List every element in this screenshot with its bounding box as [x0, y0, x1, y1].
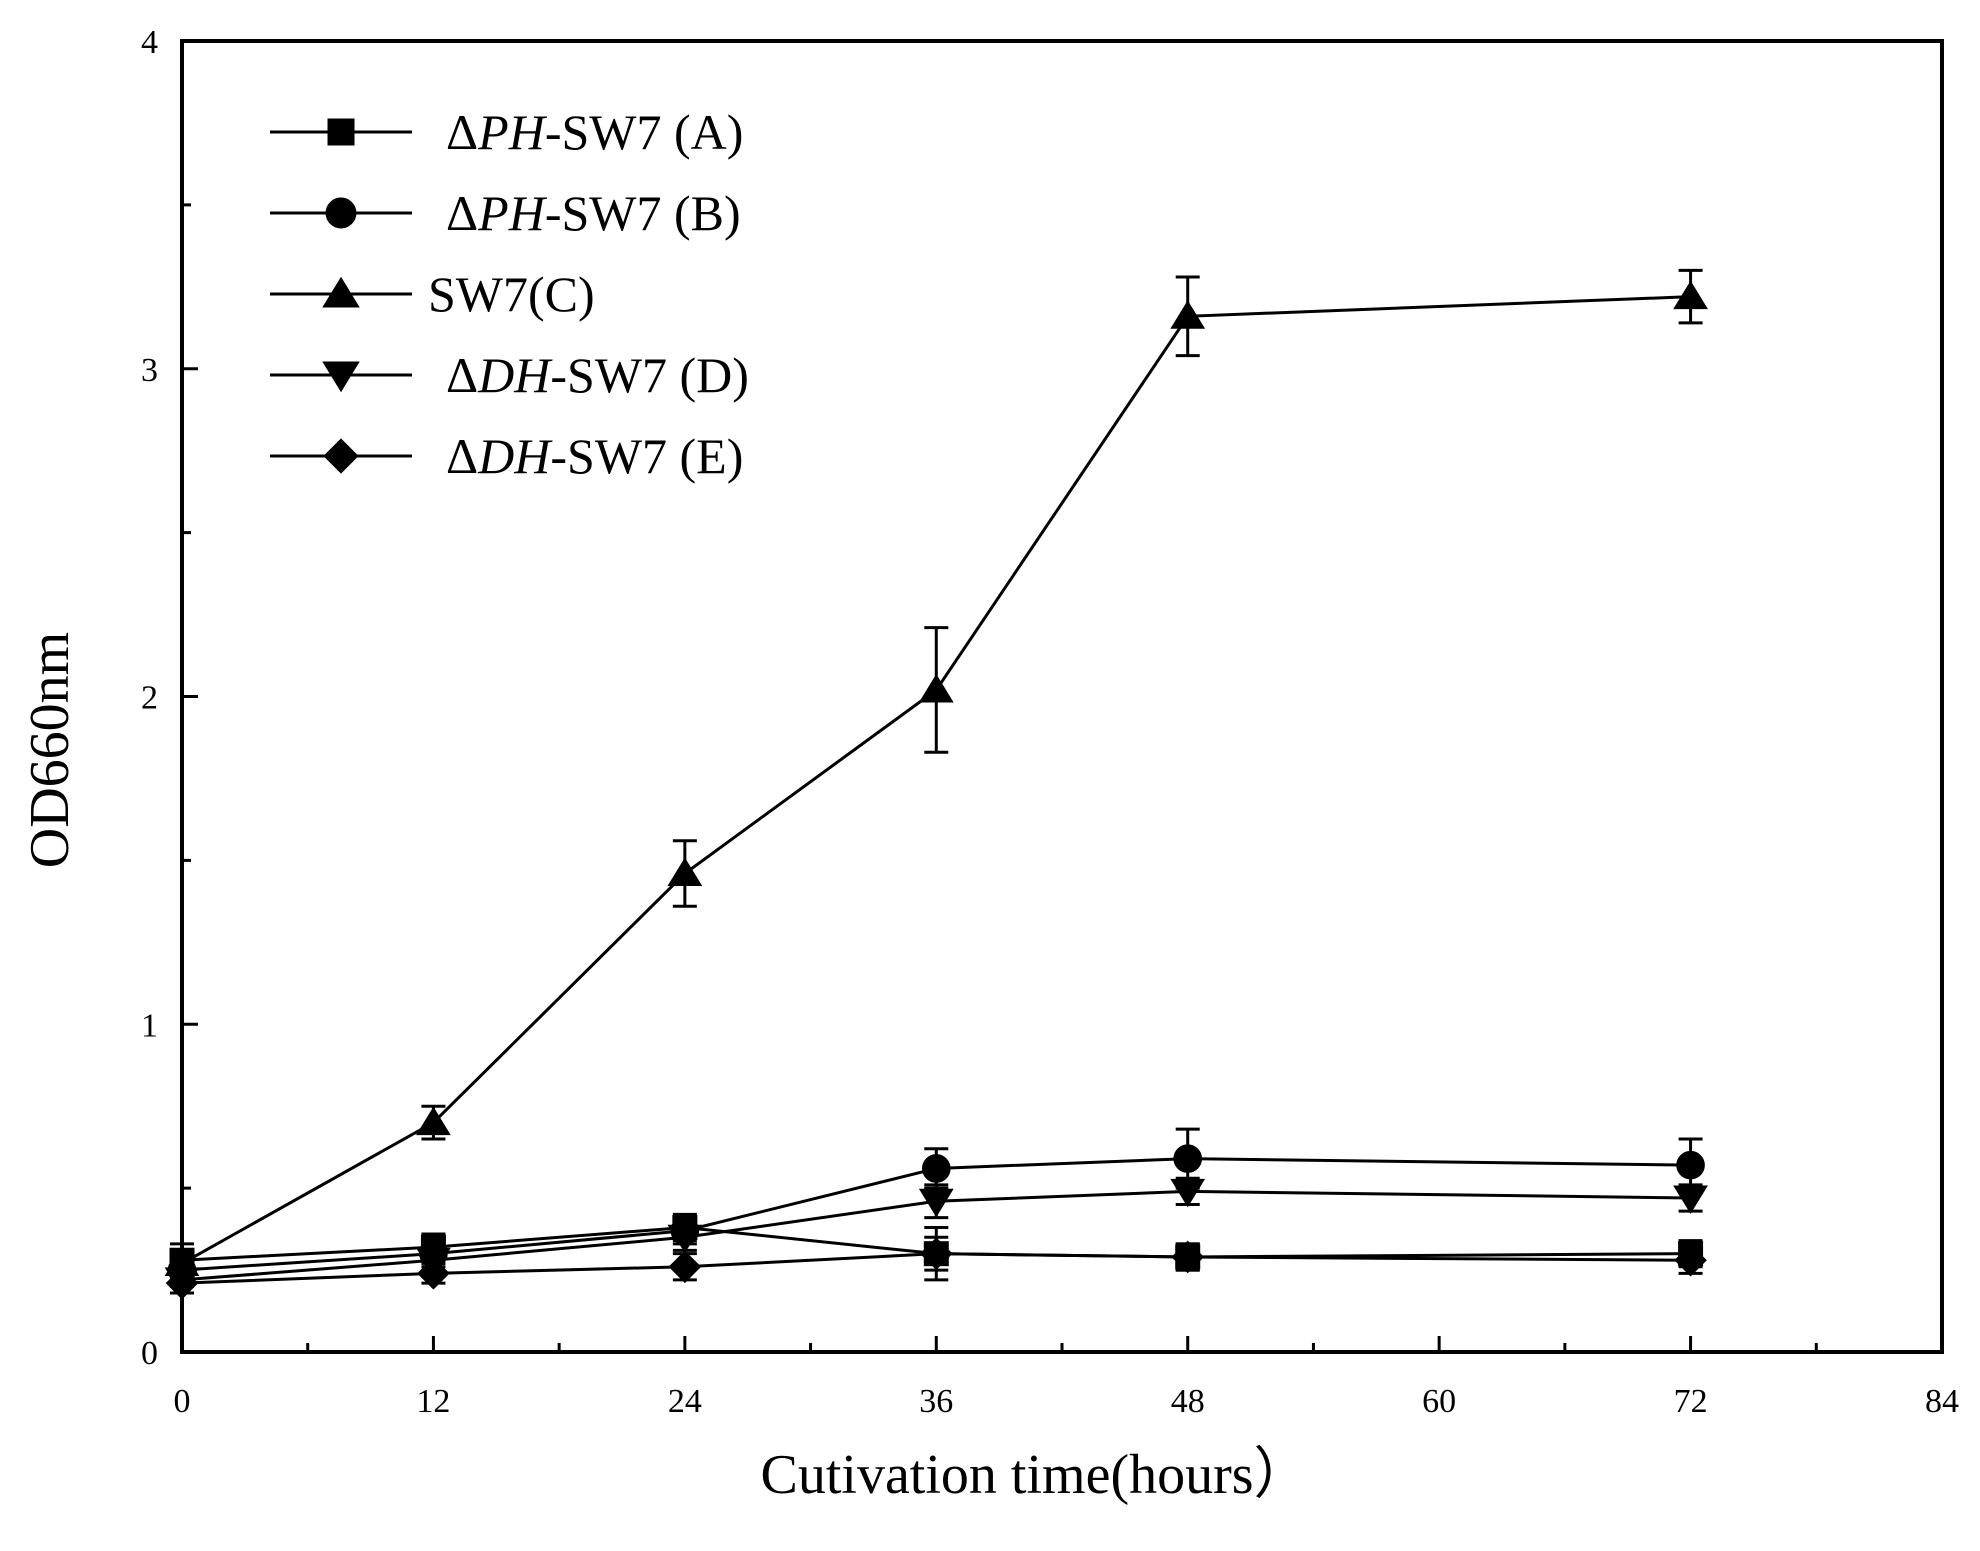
data-point — [921, 1154, 951, 1183]
legend: ΔPH-SW7 (A) ΔPH-SW7 (B) SW7(C) ΔDH-SW7 (D) Δ… — [270, 104, 749, 484]
data-point — [1673, 280, 1708, 310]
data-point — [1674, 1243, 1707, 1277]
y-tick-label: 2 — [141, 680, 158, 717]
x-tick-label: 36 — [919, 1383, 953, 1420]
series-line — [181, 1189, 1691, 1282]
data-point — [416, 1106, 451, 1136]
series-diamond — [165, 1225, 1707, 1300]
legend-item: ΔPH-SW7 (A) — [270, 104, 743, 160]
data-point — [1676, 1150, 1705, 1180]
legend-label: ΔDH-SW7 (D) — [446, 347, 749, 403]
x-tick-label: 72 — [1674, 1383, 1708, 1420]
y-tick-label: 3 — [141, 352, 158, 389]
x-tick-label: 60 — [1422, 1383, 1456, 1420]
y-tick-label: 4 — [141, 24, 158, 61]
legend-marker — [327, 118, 355, 146]
data-point — [919, 1237, 953, 1270]
legend-label: ΔPH-SW7 (B) — [446, 185, 741, 241]
data-point — [1173, 1144, 1203, 1173]
legend-marker — [322, 361, 360, 393]
data-point — [667, 1224, 703, 1254]
x-axis-title: Cutivation time(hours） — [760, 1444, 1309, 1506]
data-point — [1170, 300, 1206, 329]
legend-marker — [323, 438, 359, 474]
legend-item: ΔDH-SW7 (D) — [270, 347, 749, 403]
series-triangle-up — [164, 268, 1708, 1279]
series-line — [181, 295, 1691, 1265]
data-point — [667, 857, 703, 886]
data-point — [1673, 1185, 1708, 1214]
legend-label: ΔDH-SW7 (E) — [446, 428, 743, 484]
data-point — [1170, 1178, 1206, 1208]
data-point — [668, 1250, 702, 1284]
legend-item: ΔDH-SW7 (E) — [270, 428, 743, 484]
legend-marker — [325, 197, 357, 229]
y-tick-label: 0 — [141, 1335, 158, 1372]
data-point — [417, 1257, 450, 1290]
data-point — [165, 1266, 199, 1300]
legend-item: ΔPH-SW7 (B) — [270, 185, 741, 241]
x-tick-label: 48 — [1171, 1383, 1205, 1420]
x-tick-label: 12 — [416, 1383, 450, 1420]
x-tick-label: 84 — [1925, 1383, 1959, 1420]
legend-item: SW7(C) — [270, 266, 595, 322]
data-point — [918, 673, 954, 703]
data-point — [1171, 1240, 1205, 1274]
y-tick-label: 1 — [141, 1007, 158, 1044]
series-group — [164, 268, 1708, 1300]
x-tick-label: 24 — [668, 1383, 702, 1420]
y-axis-title: OD660nm — [19, 632, 81, 868]
legend-label: ΔPH-SW7 (A) — [446, 104, 743, 160]
series-line — [181, 1252, 1691, 1285]
legend-marker — [322, 276, 360, 308]
x-tick-label: 0 — [174, 1383, 191, 1420]
legend-label: SW7(C) — [428, 266, 595, 322]
series-line — [181, 1157, 1691, 1272]
data-point — [918, 1188, 954, 1218]
